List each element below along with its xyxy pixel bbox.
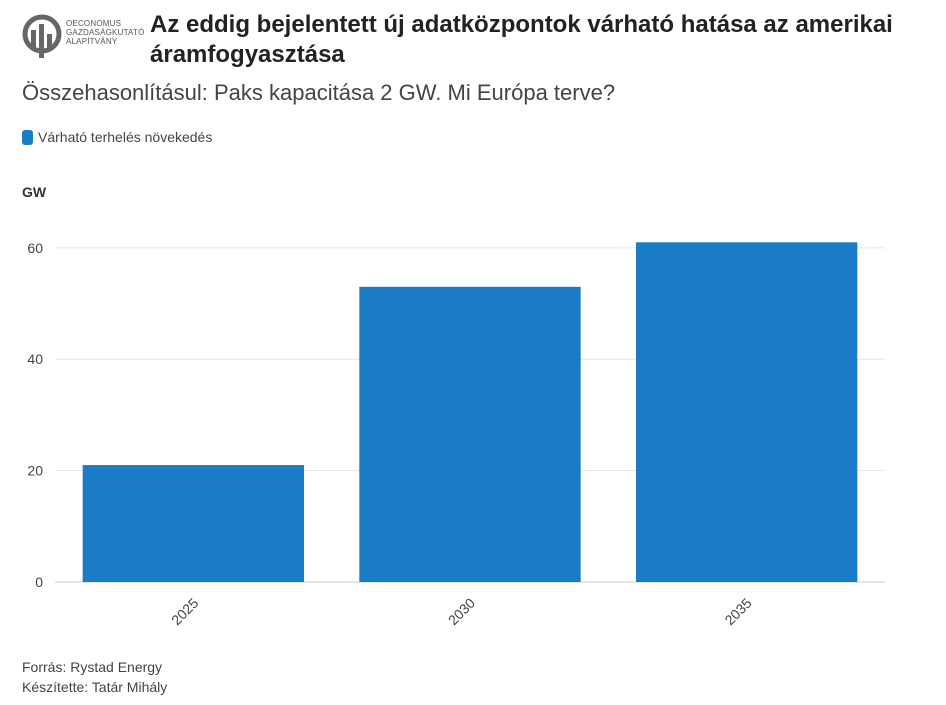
y-tick-label: 0 [35, 574, 43, 590]
logo-line-3: ALAPÍTVÁNY [66, 37, 118, 46]
bar-chart: 0 20 40 60 2025 2030 2035 [27, 240, 885, 628]
logo-wordmark: OECONOMUS GAZDASÁGKUTATÓ ALAPÍTVÁNY [66, 19, 145, 46]
logo-line-2: GAZDASÁGKUTATÓ [66, 28, 145, 37]
logo-line-1: OECONOMUS [66, 19, 122, 28]
brand-logo: OECONOMUS GAZDASÁGKUTATÓ ALAPÍTVÁNY [22, 8, 144, 66]
legend-swatch [22, 129, 33, 145]
source-note: Forrás: Rystad Energy [22, 659, 163, 675]
y-unit-label: GW [22, 184, 47, 200]
chart-subtitle: Összehasonlításul: Paks kapacitása 2 GW.… [22, 80, 616, 105]
bar-2035 [636, 242, 858, 582]
x-tick-label: 2030 [445, 595, 478, 628]
x-tick-label: 2035 [721, 595, 754, 628]
legend-label: Várható terhelés növekedés [38, 129, 213, 145]
y-tick-label: 20 [27, 463, 43, 479]
bar-2030 [359, 286, 581, 582]
footer: Forrás: Rystad Energy Készítette: Tatár … [22, 657, 167, 697]
chart-title: Az eddig bejelentett új adatközpontok vá… [150, 11, 893, 68]
legend: Várható terhelés növekedés [22, 129, 212, 145]
y-tick-label: 60 [27, 240, 43, 256]
logo-icon [22, 14, 62, 58]
bar-2025 [82, 465, 305, 582]
author-note: Készítette: Tatár Mihály [22, 679, 168, 695]
y-tick-label: 40 [27, 351, 43, 367]
x-tick-label: 2025 [168, 595, 201, 628]
